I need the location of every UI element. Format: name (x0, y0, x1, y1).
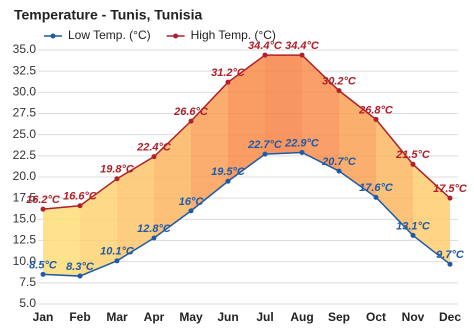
y-tick-label: 5.0 (19, 296, 36, 310)
x-tick-label: Apr (144, 310, 165, 324)
temp-band (302, 55, 339, 172)
legend-label: Low Temp. (°C) (68, 28, 151, 42)
data-point (336, 168, 342, 174)
data-label: 22.7°C (247, 139, 283, 151)
y-tick-label: 15.0 (13, 212, 37, 226)
data-point (188, 118, 194, 124)
data-point (299, 149, 305, 155)
data-label: 13.1°C (396, 220, 431, 232)
y-tick-label: 20.0 (13, 169, 37, 183)
x-tick-label: Oct (366, 310, 386, 324)
data-point (225, 178, 231, 184)
data-label: 19.5°C (211, 166, 246, 178)
data-point (410, 161, 416, 167)
temp-band (265, 55, 302, 155)
data-label: 10.1°C (100, 246, 135, 258)
series-line (42, 54, 451, 210)
y-tick-label: 7.5 (19, 275, 36, 289)
data-label: 22.9°C (284, 137, 320, 149)
data-point (373, 194, 379, 200)
data-point (447, 195, 453, 201)
temp-band (191, 82, 228, 211)
data-point (299, 52, 305, 58)
data-label: 8.5°C (29, 259, 58, 271)
x-tick-label: Nov (402, 310, 425, 324)
y-tick-label: 25.0 (13, 127, 37, 141)
data-label: 16°C (179, 196, 205, 208)
data-point (262, 52, 268, 58)
data-point (151, 154, 157, 160)
temp-band (154, 121, 191, 238)
data-label: 34.4°C (248, 40, 283, 52)
data-label: 20.7°C (321, 156, 357, 168)
y-tick-label: 32.5 (13, 63, 37, 77)
temp-band (80, 178, 117, 277)
data-label: 31.2°C (211, 67, 246, 79)
data-point (114, 176, 120, 182)
data-point (188, 208, 194, 214)
data-point (40, 271, 46, 277)
data-point (225, 79, 231, 85)
legend-dot (50, 33, 56, 39)
data-label: 22.4°C (136, 142, 172, 154)
data-point (336, 88, 342, 94)
data-point (410, 232, 416, 238)
temp-band (376, 119, 413, 236)
data-label: 17.5°C (433, 183, 468, 195)
y-tick-label: 27.5 (13, 106, 37, 120)
data-label: 12.8°C (137, 223, 172, 235)
data-label: 8.3°C (66, 261, 95, 273)
data-label: 26.6°C (173, 106, 209, 118)
data-point (77, 203, 83, 209)
data-label: 17.6°C (359, 182, 394, 194)
data-label: 34.4°C (285, 40, 320, 52)
data-label: 19.8°C (100, 164, 135, 176)
data-label: 16.6°C (63, 191, 98, 203)
data-label: 26.8°C (358, 104, 394, 116)
x-tick-label: Aug (290, 310, 313, 324)
data-point (262, 151, 268, 157)
legend-item: High Temp. (°C) (166, 28, 276, 42)
temp-band (413, 164, 450, 265)
x-tick-label: Jun (217, 310, 238, 324)
legend-dot (173, 33, 179, 39)
y-tick-label: 17.5 (13, 190, 37, 204)
y-tick-label: 30.0 (13, 85, 37, 99)
y-tick-label: 35.0 (13, 42, 37, 56)
series-line (42, 151, 451, 277)
temp-band (228, 55, 265, 182)
data-point (77, 273, 83, 279)
y-tick-label: 12.5 (13, 233, 37, 247)
legend-label: High Temp. (°C) (191, 28, 276, 42)
temp-band (43, 205, 80, 277)
data-label: 9.7°C (436, 249, 465, 261)
y-tick-label: 22.5 (13, 148, 37, 162)
chart-title: Temperature - Tunis, Tunisia (14, 7, 202, 23)
data-label: 16.2°C (26, 194, 61, 206)
data-point (373, 116, 379, 122)
x-tick-label: Mar (106, 310, 128, 324)
x-tick-label: May (179, 310, 203, 324)
data-point (447, 261, 453, 267)
data-label: 30.2°C (322, 76, 357, 88)
data-point (114, 258, 120, 264)
x-tick-label: Jul (256, 310, 273, 324)
legend-item: Low Temp. (°C) (44, 28, 151, 42)
x-tick-label: Jan (33, 310, 54, 324)
x-tick-label: Sep (328, 310, 350, 324)
data-point (40, 206, 46, 212)
x-tick-label: Feb (69, 310, 90, 324)
data-label: 21.5°C (395, 149, 431, 161)
x-tick-label: Dec (439, 310, 461, 324)
temp-band (339, 90, 376, 198)
temp-band (117, 156, 154, 261)
data-point (151, 235, 157, 241)
y-tick-label: 10.0 (13, 254, 37, 268)
